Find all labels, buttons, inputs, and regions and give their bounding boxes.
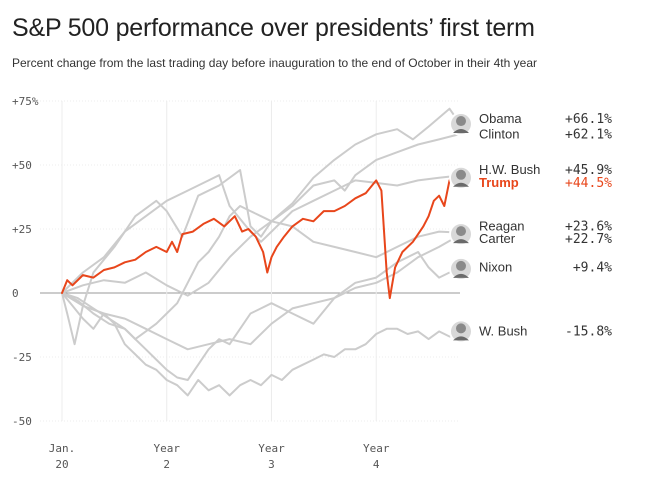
reagan-portrait-icon bbox=[449, 222, 473, 247]
series-line-w-bush bbox=[61, 292, 461, 397]
obama-portrait-icon bbox=[449, 112, 473, 137]
label-layer: Obama +66.1% Clinton +62.1% H.W. Bush +45.9% T… bbox=[449, 111, 612, 344]
series-value-label: +66.1% bbox=[565, 112, 612, 127]
series-line-h-w-bush bbox=[61, 174, 461, 294]
series-value-label: -15.8% bbox=[565, 324, 612, 339]
series-name-label: Nixon bbox=[479, 259, 512, 274]
series-name-label: Clinton bbox=[479, 126, 519, 141]
series-line-carter bbox=[61, 233, 461, 351]
series-name-label: Carter bbox=[479, 231, 516, 246]
series-value-label: +45.9% bbox=[565, 163, 612, 178]
series-line-trump bbox=[61, 169, 461, 300]
nixon-portrait-icon bbox=[449, 256, 473, 281]
trump-portrait-icon bbox=[449, 165, 473, 190]
series-name-label: Reagan bbox=[479, 218, 525, 233]
y-tick-label: 0 bbox=[12, 287, 19, 300]
series-line-nixon bbox=[61, 251, 461, 381]
x-tick-sublabel: 2 bbox=[163, 458, 170, 471]
y-tick-label: +50 bbox=[12, 159, 32, 172]
series-value-label: +62.1% bbox=[565, 127, 612, 142]
series-layer bbox=[61, 107, 461, 397]
x-tick-sublabel: 3 bbox=[268, 458, 275, 471]
w-bush-portrait-icon bbox=[449, 319, 473, 344]
y-tick-label: -25 bbox=[12, 351, 32, 364]
x-tick-label: Year bbox=[153, 442, 180, 455]
series-value-label: +22.7% bbox=[565, 232, 612, 247]
axis-layer: +75% +50 +25 0 -25 -50 Jan. 20 Year 2 Year 3 Year 4 bbox=[12, 95, 390, 471]
series-value-label: +44.5% bbox=[565, 176, 612, 191]
x-tick-label: Year bbox=[258, 442, 285, 455]
grid-layer bbox=[40, 100, 460, 422]
series-value-label: +9.4% bbox=[573, 260, 612, 275]
series-name-label: H.W. Bush bbox=[479, 162, 540, 177]
y-tick-label: +25 bbox=[12, 223, 32, 236]
series-name-label: Trump bbox=[479, 175, 519, 190]
chart-title: S&P 500 performance over presidents’ fir… bbox=[12, 14, 535, 42]
x-tick-sublabel: 4 bbox=[373, 458, 380, 471]
y-tick-label: -50 bbox=[12, 415, 32, 428]
series-name-label: W. Bush bbox=[479, 323, 527, 338]
series-name-label: Obama bbox=[479, 111, 522, 126]
y-tick-label: +75% bbox=[12, 95, 39, 108]
series-value-label: +23.6% bbox=[565, 219, 612, 234]
x-tick-label: Jan. bbox=[49, 442, 76, 455]
series-line-reagan bbox=[61, 205, 461, 341]
x-tick-sublabel: 20 bbox=[55, 458, 68, 471]
x-tick-label: Year bbox=[363, 442, 390, 455]
series-line-obama bbox=[61, 107, 461, 346]
chart-subtitle: Percent change from the last trading day… bbox=[12, 56, 537, 70]
